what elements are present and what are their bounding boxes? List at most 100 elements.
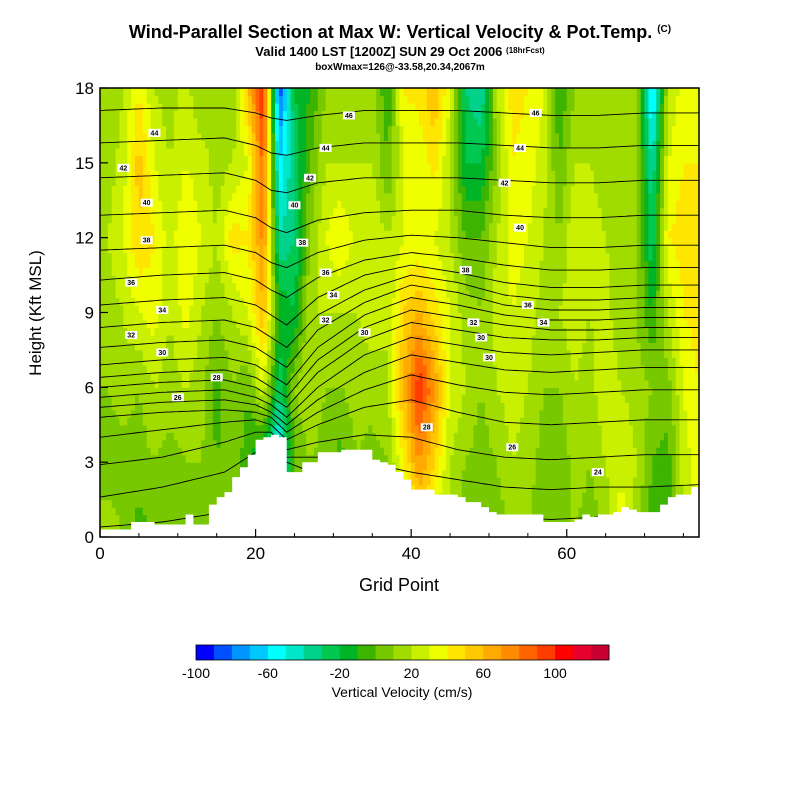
velocity-cell [313, 439, 319, 448]
velocity-cell [407, 469, 412, 478]
velocity-cell [111, 230, 117, 239]
velocity-cell [329, 447, 334, 456]
velocity-cell [228, 439, 233, 448]
velocity-cell [306, 260, 311, 269]
velocity-cell [240, 267, 245, 276]
velocity-cell [348, 215, 354, 224]
velocity-cell [418, 290, 424, 299]
velocity-cell [415, 387, 420, 396]
velocity-cell [166, 432, 171, 441]
velocity-cell [418, 364, 424, 373]
velocity-cell [193, 305, 198, 314]
velocity-cell [162, 327, 167, 336]
velocity-cell [150, 514, 156, 523]
velocity-cell [399, 439, 404, 448]
velocity-cell [290, 110, 296, 119]
velocity-cell [201, 222, 206, 231]
velocity-cell [111, 439, 117, 448]
velocity-cell [251, 110, 257, 119]
velocity-cell [177, 290, 183, 299]
velocity-cell [263, 327, 268, 336]
velocity-cell [216, 222, 222, 231]
velocity-cell [123, 312, 128, 321]
velocity-cell [232, 207, 237, 216]
velocity-cell [205, 155, 210, 164]
velocity-cell [275, 222, 280, 231]
velocity-cell [298, 162, 303, 171]
velocity-cell [123, 402, 128, 411]
velocity-cell [212, 439, 218, 448]
velocity-cell [189, 417, 194, 426]
velocity-cell [154, 290, 159, 299]
velocity-cell [201, 319, 206, 329]
velocity-cell [341, 102, 346, 112]
velocity-cell [263, 252, 268, 261]
velocity-cell [391, 342, 397, 351]
velocity-cell [387, 372, 393, 381]
velocity-cell [313, 334, 319, 344]
velocity-cell [407, 454, 412, 463]
velocity-cell [162, 402, 167, 411]
velocity-cell [177, 155, 183, 164]
velocity-cell [271, 319, 276, 329]
velocity-cell [360, 387, 366, 396]
velocity-cell [278, 132, 284, 141]
velocity-cell [162, 364, 167, 373]
velocity-cell [333, 230, 338, 239]
velocity-cell [302, 424, 307, 433]
velocity-cell [306, 454, 311, 463]
velocity-cell [360, 200, 366, 209]
velocity-cell [240, 312, 245, 321]
velocity-cell [115, 260, 121, 269]
velocity-cell [387, 297, 393, 306]
velocity-cell [348, 200, 354, 209]
velocity-cell [185, 364, 191, 373]
velocity-cell [348, 192, 354, 201]
velocity-cell [181, 477, 187, 486]
velocity-cell [360, 110, 366, 119]
velocity-cell [310, 305, 315, 314]
velocity-cell [376, 125, 381, 134]
velocity-cell [356, 222, 362, 231]
velocity-cell [173, 297, 179, 306]
velocity-cell [224, 305, 229, 314]
velocity-cell [131, 125, 136, 134]
velocity-cell [387, 417, 393, 426]
velocity-cell [142, 432, 148, 441]
velocity-cell [205, 439, 210, 448]
velocity-cell [193, 327, 198, 336]
velocity-cell [127, 305, 132, 314]
velocity-cell [243, 245, 249, 254]
velocity-cell [228, 200, 233, 209]
velocity-cell [142, 275, 148, 284]
velocity-cell [170, 484, 175, 493]
velocity-cell [212, 245, 218, 254]
velocity-cell [115, 305, 121, 314]
velocity-cell [197, 200, 202, 209]
velocity-cell [360, 237, 366, 246]
velocity-cell [290, 349, 296, 358]
velocity-cell [205, 222, 210, 231]
velocity-cell [162, 499, 167, 508]
velocity-cell [150, 222, 156, 231]
velocity-cell [212, 207, 218, 216]
velocity-cell [197, 170, 202, 179]
velocity-cell [228, 319, 233, 329]
velocity-cell [208, 454, 214, 463]
velocity-cell [275, 282, 280, 291]
velocity-cell [383, 88, 389, 97]
velocity-cell [216, 192, 222, 201]
velocity-cell [193, 394, 198, 403]
velocity-cell [107, 282, 113, 291]
velocity-cell [127, 462, 132, 471]
velocity-cell [395, 207, 401, 216]
velocity-cell [181, 132, 187, 141]
velocity-cell [166, 447, 171, 456]
velocity-cell [282, 237, 288, 246]
velocity-cell [337, 327, 342, 336]
velocity-cell [201, 372, 206, 381]
velocity-cell [251, 177, 257, 186]
velocity-cell [364, 364, 369, 373]
velocity-cell [189, 117, 194, 127]
velocity-cell [166, 454, 171, 463]
